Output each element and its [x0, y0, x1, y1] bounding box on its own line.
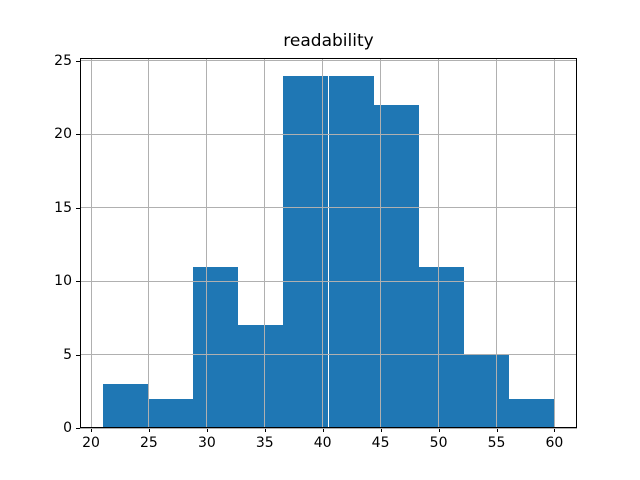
histogram-bar: [464, 354, 510, 428]
histogram-bars-layer: [80, 58, 577, 428]
x-tick-mark: [148, 428, 150, 432]
gridline-vertical: [264, 58, 266, 428]
x-tick-label: 20: [82, 435, 100, 451]
gridline-vertical: [380, 58, 382, 428]
x-tick-mark: [91, 428, 92, 432]
gridline-vertical: [206, 58, 208, 428]
gridline-horizontal: [80, 427, 577, 429]
x-tick-label: 25: [139, 435, 158, 451]
gridline-vertical: [438, 58, 440, 428]
y-tick-mark: [76, 428, 80, 429]
x-tick-mark: [438, 428, 440, 432]
x-tick-label: 40: [313, 435, 332, 451]
x-tick-mark: [554, 428, 556, 432]
histogram-bar: [102, 384, 148, 428]
y-tick-mark: [76, 134, 80, 136]
gridline-horizontal: [80, 280, 577, 282]
gridline-horizontal: [80, 354, 577, 356]
gridlines-layer: [80, 58, 577, 429]
gridline-horizontal: [80, 207, 577, 209]
x-tick-label: 55: [487, 435, 506, 451]
gridline-vertical: [496, 58, 497, 428]
histogram-bar: [193, 266, 239, 428]
gridline-horizontal: [80, 133, 577, 135]
gridline-vertical: [553, 58, 555, 428]
x-tick-label: 60: [545, 435, 564, 451]
histogram-bar: [509, 398, 555, 428]
histogram-bar: [373, 105, 419, 428]
y-tick-label: 5: [63, 346, 72, 363]
x-tick-label: 50: [429, 435, 448, 451]
y-tick-mark: [76, 207, 80, 209]
x-tick-label: 35: [255, 435, 274, 451]
x-tick-mark: [264, 428, 266, 432]
gridline-vertical: [148, 58, 150, 428]
y-tick-label: 10: [54, 273, 72, 290]
gridline-vertical: [322, 58, 324, 428]
x-tick-mark: [322, 428, 324, 432]
x-tick-label: 45: [371, 435, 390, 451]
chart-title: readability: [283, 31, 374, 51]
x-tick-label: 30: [197, 435, 216, 451]
gridline-vertical: [90, 58, 92, 428]
y-tick-mark: [76, 60, 80, 62]
x-tick-mark: [206, 428, 208, 432]
y-tick-label: 15: [54, 199, 72, 216]
plot-area: [80, 58, 577, 429]
gridline-horizontal: [80, 60, 577, 62]
y-tick-mark: [76, 354, 80, 356]
y-tick-label: 0: [63, 420, 72, 436]
y-tick-label: 25: [54, 52, 72, 69]
histogram-bar: [418, 266, 465, 428]
x-tick-mark: [380, 428, 382, 432]
histogram-bar: [238, 325, 284, 428]
x-tick-mark: [496, 428, 498, 432]
histogram-bar: [147, 398, 193, 428]
y-tick-label: 20: [54, 126, 72, 143]
y-tick-mark: [76, 281, 80, 283]
